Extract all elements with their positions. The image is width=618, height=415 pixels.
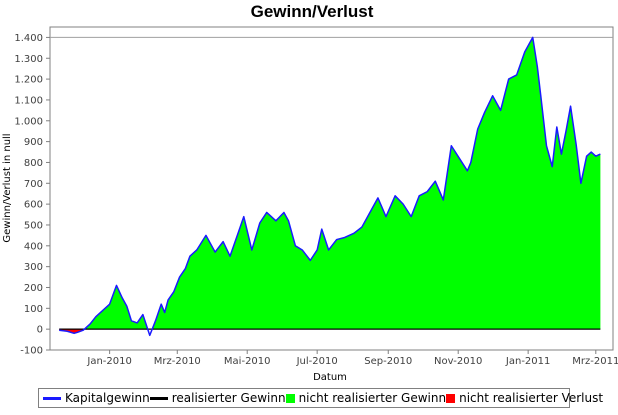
y-tick-label: 0 [37,325,43,336]
legend-item-nicht-realisierter-gewinn: nicht realisierter Gewinn [285,391,447,405]
x-tick-label: Mrz-2010 [154,356,201,367]
legend: Kapitalgewinn realisierter Gewinn nicht … [38,388,603,408]
legend-item-kapitalgewinn: Kapitalgewinn [43,391,150,405]
plot-area: -100 0 100 200 300 400 500 600 700 800 900 1.000 1.1… [14,26,618,367]
y-tick-label: 1.300 [14,54,43,65]
legend-swatch-nicht-realisierter-verlust [446,393,456,403]
x-axis-label: Datum [313,372,347,383]
legend-label-nicht-realisierter-verlust: nicht realisierter Verlust [459,391,604,405]
legend-label-nicht-realisierter-gewinn: nicht realisierter Gewinn [298,391,447,405]
line-kapitalgewinn [59,36,601,337]
x-tick-label: Jan-2011 [505,356,550,367]
y-tick-label: 100 [24,304,43,315]
y-tick-label: 400 [24,241,43,252]
y-tick-label: 1.200 [14,75,43,86]
y-tick-label: -100 [20,346,43,357]
legend-item-nicht-realisierter-verlust: nicht realisierter Verlust [446,391,603,405]
x-tick-label: Nov-2010 [434,356,482,367]
area-nicht-realisierter-gewinn [59,37,601,330]
x-tick-label: Mai-2010 [224,356,271,367]
legend-item-realisierter-gewinn: realisierter Gewinn [149,391,286,405]
legend-label-realisierter-gewinn: realisierter Gewinn [171,391,286,405]
legend-label-kapitalgewinn: Kapitalgewinn [65,391,150,405]
x-tick-label: Mrz-2011 [572,356,618,367]
y-tick-label: 800 [24,158,43,169]
y-tick-label: 500 [24,220,43,231]
x-tick-label: Sep-2010 [364,356,412,367]
y-tick-label: 900 [24,137,43,148]
y-tick-label: 1.000 [14,116,43,127]
x-tick-label: Jul-2010 [296,356,338,367]
y-tick-label: 200 [24,283,43,294]
y-tick-label: 300 [24,262,43,273]
y-tick-label: 700 [24,179,43,190]
y-tick-label: 1.100 [14,95,43,106]
legend-swatch-realisierter-gewinn [149,396,168,400]
y-tick-label: 600 [24,200,43,211]
chart-title: Gewinn/Verlust [251,2,374,21]
x-tick-label: Jan-2010 [86,356,131,367]
y-tick-label: 1.400 [14,33,43,44]
legend-swatch-kapitalgewinn [43,396,61,400]
y-axis-label: Gewinn/Verlust in null [2,133,13,242]
legend-swatch-nicht-realisierter-gewinn [285,393,295,403]
area-nicht-realisierter-verlust [59,329,85,334]
